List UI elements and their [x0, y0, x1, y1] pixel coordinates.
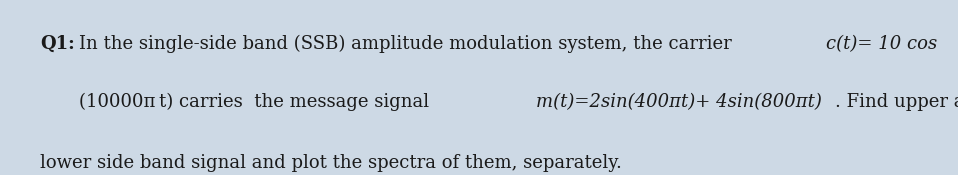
- Text: lower side band signal and plot the spectra of them, separately.: lower side band signal and plot the spec…: [40, 154, 622, 172]
- Text: In the single-side band (SSB) amplitude modulation system, the carrier: In the single-side band (SSB) amplitude …: [79, 35, 731, 53]
- Text: Q1:: Q1:: [40, 35, 75, 53]
- Text: . Find upper and: . Find upper and: [835, 93, 958, 111]
- Text: c(t)= 10 cos: c(t)= 10 cos: [826, 35, 937, 53]
- Text: m(t)=2sin(400πt)+ 4sin(800πt): m(t)=2sin(400πt)+ 4sin(800πt): [536, 93, 822, 111]
- Text: (10000π t) carries  the message signal: (10000π t) carries the message signal: [79, 93, 428, 111]
